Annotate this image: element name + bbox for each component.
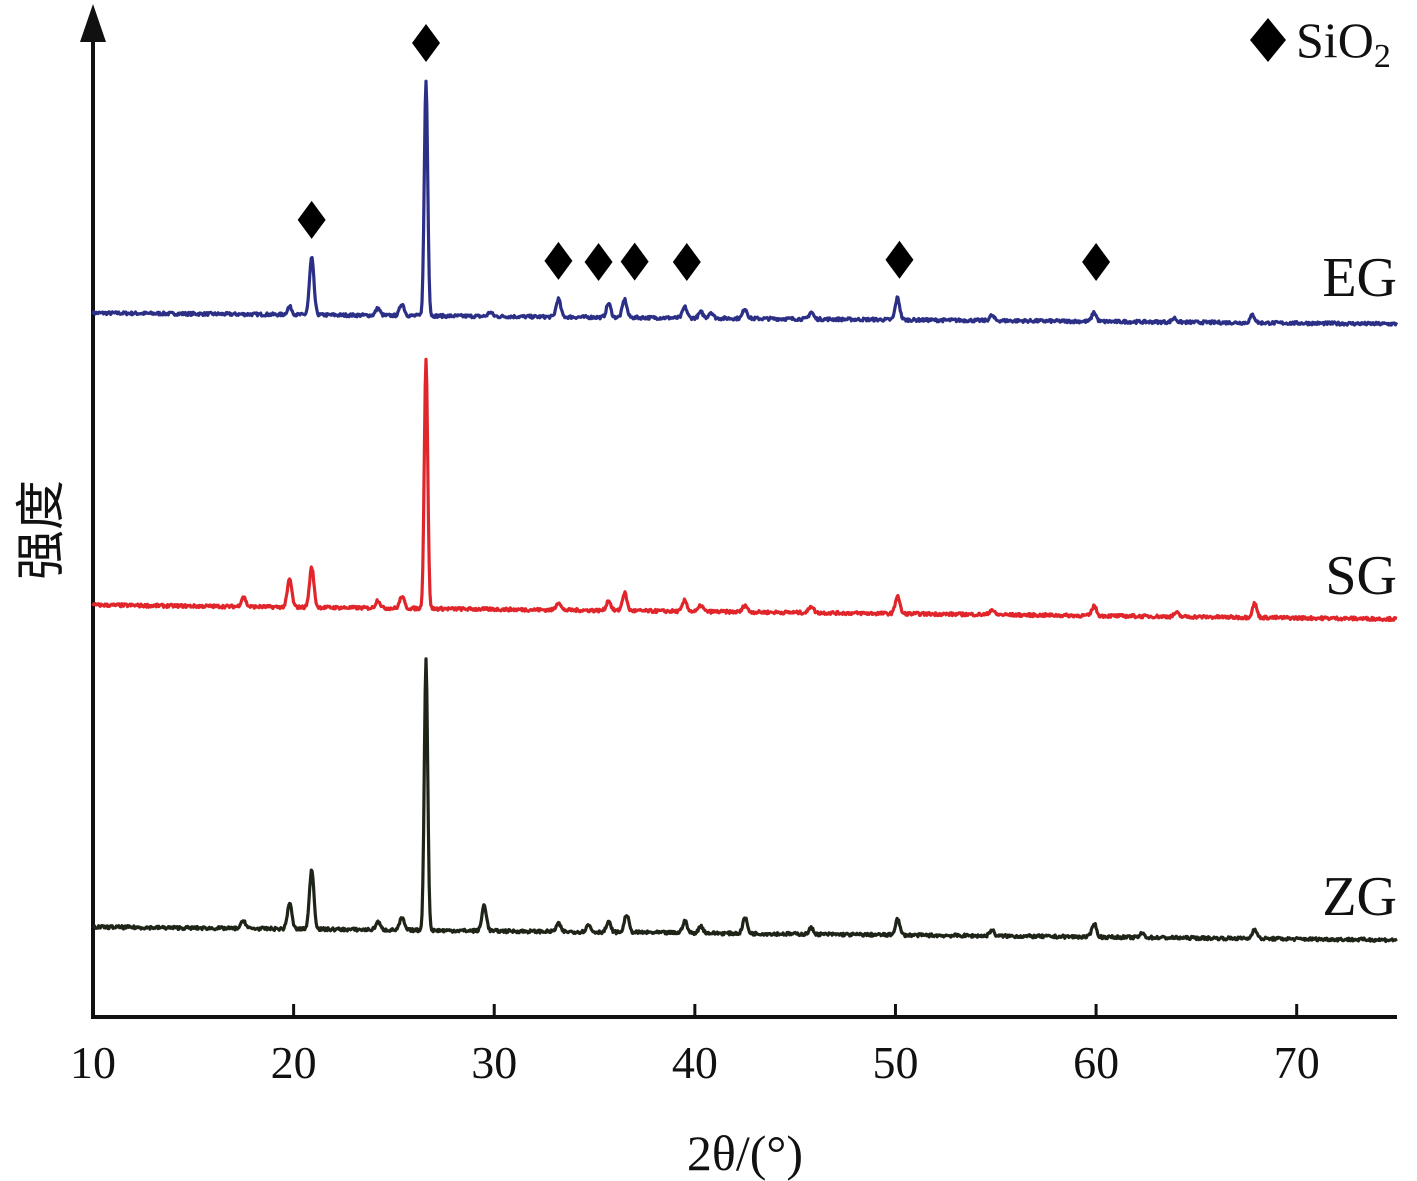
series-label-sg: SG: [1325, 545, 1397, 607]
x-tick-label-50: 50: [872, 1037, 918, 1088]
sio2-peak-marker-icon: [584, 243, 613, 281]
series-label-eg: EG: [1322, 247, 1397, 309]
y-axis-title: 强度: [13, 480, 69, 580]
series-line-zg: [91, 657, 1398, 944]
x-tick-label-40: 40: [672, 1037, 718, 1088]
series-label-zg: ZG: [1322, 866, 1397, 928]
x-tick-label-10: 10: [70, 1037, 116, 1088]
sio2-peak-markers: [297, 24, 1111, 281]
sio2-peak-marker-icon: [885, 240, 914, 279]
sio2-peak-marker-icon: [544, 241, 573, 280]
legend: SiO2: [1250, 12, 1391, 75]
sio2-peak-marker-icon: [672, 243, 701, 281]
series-line-sg: [91, 357, 1398, 623]
sio2-peak-marker-icon: [620, 242, 649, 281]
series-line-eg: [91, 79, 1399, 327]
y-axis-arrow: [80, 4, 106, 42]
x-ticks: 10 20 30 40 50 60 70: [70, 1004, 1320, 1088]
legend-label: SiO2: [1296, 12, 1391, 75]
sio2-peak-marker-icon: [1082, 243, 1111, 281]
x-axis-title: 2θ/(°): [687, 1125, 803, 1181]
x-tick-label-60: 60: [1073, 1037, 1119, 1088]
legend-label-main: SiO: [1296, 12, 1374, 68]
x-tick-label-30: 30: [471, 1037, 517, 1088]
sio2-peak-marker-icon: [297, 200, 326, 239]
x-tick-label-70: 70: [1274, 1037, 1320, 1088]
legend-label-subscript: 2: [1374, 38, 1391, 75]
sio2-peak-marker-icon: [412, 24, 441, 62]
axes: [80, 4, 1397, 1019]
series-layer: EG SG ZG: [91, 79, 1399, 944]
legend-diamond-icon: [1250, 18, 1286, 62]
x-tick-label-20: 20: [271, 1037, 317, 1088]
